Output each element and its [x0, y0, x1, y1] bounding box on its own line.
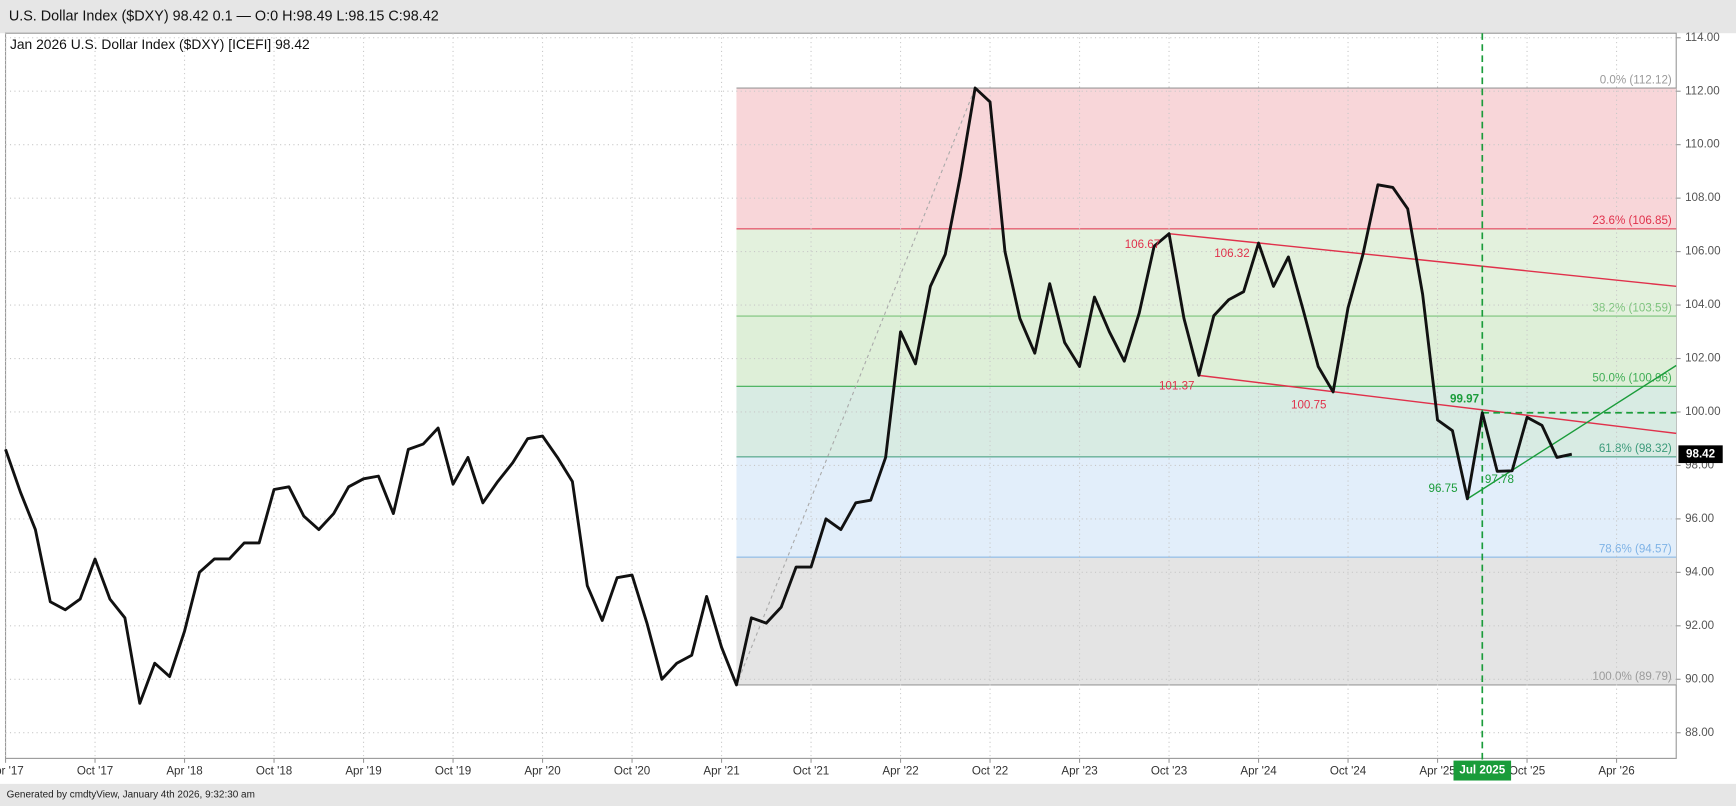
fib-label: 50.0% (100.96)	[1592, 372, 1672, 385]
x-tick-label: Apr '21	[703, 765, 739, 778]
fib-label: 38.2% (103.59)	[1592, 301, 1672, 314]
fib-label: 100.0% (89.79)	[1592, 670, 1672, 683]
x-tick-label: Oct '23	[1151, 765, 1187, 778]
x-tick-label: Oct '25	[1509, 765, 1545, 778]
y-tick-label: 96.00	[1685, 512, 1714, 525]
x-tick-label: Apr '20	[524, 765, 560, 778]
x-tick-label: Apr '26	[1598, 765, 1634, 778]
fib-label: 0.0% (112.12)	[1600, 73, 1672, 86]
y-tick-label: 92.00	[1685, 619, 1714, 632]
x-tick-label: Apr '22	[882, 765, 918, 778]
fib-band	[736, 557, 1677, 685]
y-tick-label: 90.00	[1685, 672, 1714, 685]
last-price-box	[1678, 445, 1723, 464]
y-tick-label: 104.00	[1685, 298, 1721, 311]
grid: 88.0090.0092.0094.0096.0098.00100.00102.…	[0, 31, 1721, 778]
x-tick-label: Apr '19	[345, 765, 381, 778]
x-tick-label: Apr '17	[0, 765, 24, 778]
annotation: 101.37	[1159, 379, 1195, 392]
x-tick-label: Oct '19	[435, 765, 471, 778]
annotation: 100.75	[1291, 398, 1327, 411]
x-tick-label: Oct '22	[972, 765, 1008, 778]
price-line	[4, 86, 1573, 705]
x-tick-label: Apr '23	[1061, 765, 1097, 778]
footer-text: Generated by cmdtyView, January 4th 2026…	[7, 790, 255, 801]
annotation: 106.67	[1125, 238, 1161, 251]
y-tick-label: 88.00	[1685, 726, 1714, 739]
x-tick-label: Apr '24	[1240, 765, 1277, 778]
x-tick-label: Apr '25	[1419, 765, 1455, 778]
chart-subtitle: Jan 2026 U.S. Dollar Index ($DXY) [ICEFI…	[10, 36, 310, 52]
y-tick-label: 114.00	[1685, 31, 1720, 44]
annotation: 106.32	[1214, 247, 1250, 260]
main: 106.67 106.32 101.37 100.75 99.97 96.75 97.78 9…	[4, 86, 1723, 705]
x-tick-label: Apr '18	[166, 765, 202, 778]
x-tick-label: Oct '17	[77, 765, 113, 778]
last-price-label: 98.42	[1686, 447, 1715, 460]
fib-swing-line	[735, 87, 976, 686]
x-tick-label: Oct '18	[256, 765, 292, 778]
header-quote: U.S. Dollar Index ($DXY) 98.42 0.1 — O:0…	[9, 8, 439, 24]
annotation: 96.75	[1428, 482, 1457, 495]
trendline	[1168, 232, 1677, 288]
y-tick-label: 110.00	[1685, 138, 1720, 151]
fib-label: 23.6% (106.85)	[1592, 214, 1672, 227]
fib-label: 61.8% (98.32)	[1599, 442, 1672, 455]
fib-band	[736, 228, 1677, 317]
y-tick-label: 106.00	[1685, 245, 1721, 258]
annotation: 97.78	[1485, 473, 1514, 486]
crosshair-label-box	[1453, 760, 1512, 781]
y-tick-label: 94.00	[1685, 565, 1714, 578]
crosshair-label: Jul 2025	[1459, 764, 1505, 777]
y-tick-label: 108.00	[1685, 191, 1721, 204]
fib-label: 78.6% (94.57)	[1599, 542, 1672, 555]
fib-band	[736, 88, 1677, 229]
x-tick-label: Oct '20	[614, 765, 650, 778]
overlays: Jul 2025	[735, 33, 1677, 781]
trendline	[1198, 374, 1677, 435]
x-tick-label: Oct '24	[1330, 765, 1367, 778]
x-tick-label: Oct '21	[793, 765, 829, 778]
footer-bar	[0, 783, 1736, 806]
trendline	[1466, 364, 1677, 500]
fib-bands: 0.0% (112.12) 23.6% (106.85) 38.2% (103.59…	[736, 73, 1677, 686]
annotation: 99.97	[1450, 393, 1479, 406]
fib-band	[736, 456, 1677, 558]
header-bar	[0, 0, 1736, 34]
y-tick-label: 112.00	[1685, 84, 1720, 97]
y-tick-label: 102.00	[1685, 352, 1721, 365]
y-tick-label: 100.00	[1685, 405, 1721, 418]
